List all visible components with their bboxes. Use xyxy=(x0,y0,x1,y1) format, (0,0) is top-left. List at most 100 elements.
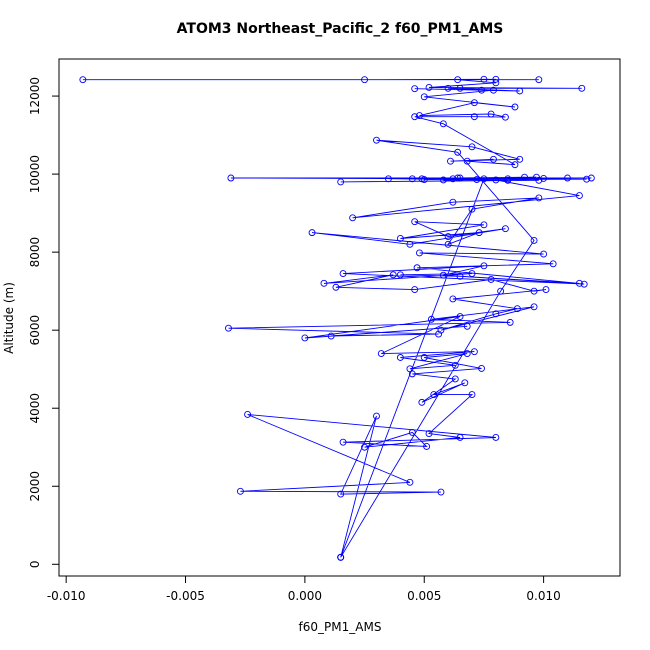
y-tick-label: 10000 xyxy=(28,155,42,193)
data-point xyxy=(580,280,588,288)
data-point xyxy=(542,286,550,294)
data-point xyxy=(373,136,380,144)
data-point xyxy=(389,271,397,279)
data-point xyxy=(427,315,435,323)
data-point xyxy=(406,478,414,486)
data-point xyxy=(377,350,385,358)
data-point xyxy=(408,370,416,378)
x-tick-label: -0.010 xyxy=(47,589,86,603)
data-point xyxy=(420,354,428,361)
data-point xyxy=(511,161,519,169)
data-point xyxy=(530,287,538,295)
y-tick-label: 2000 xyxy=(28,471,42,502)
data-point xyxy=(320,279,328,287)
data-point xyxy=(437,488,445,496)
data-point xyxy=(425,84,433,91)
data-point xyxy=(449,295,457,303)
data-point xyxy=(418,175,426,183)
data-point xyxy=(373,412,380,420)
data-point xyxy=(327,332,335,340)
y-axis: 0 2000 4000 6000 8000 10000 12000 xyxy=(28,77,60,568)
data-point xyxy=(396,271,404,279)
data-point xyxy=(461,379,469,387)
data-point xyxy=(444,233,452,240)
data-point xyxy=(492,176,500,184)
data-point xyxy=(535,76,543,84)
data-point xyxy=(244,411,252,418)
data-point xyxy=(463,350,471,358)
x-axis-label: f60_PM1_AMS xyxy=(299,620,382,634)
data-point xyxy=(408,428,416,436)
data-point xyxy=(454,148,462,156)
chart-title: ATOM3 Northeast_Pacific_2 f60_PM1_AMS xyxy=(177,21,504,37)
x-tick-label: 0.000 xyxy=(288,589,322,603)
data-point xyxy=(349,214,357,222)
data-point xyxy=(578,84,586,92)
data-point xyxy=(521,173,528,181)
data-point xyxy=(396,235,404,242)
data-point xyxy=(361,443,369,451)
data-point xyxy=(456,272,464,280)
data-point xyxy=(435,330,443,338)
data-point xyxy=(468,143,476,151)
data-point xyxy=(492,310,500,318)
data-point xyxy=(501,225,509,233)
x-tick-label: 0.005 xyxy=(407,589,441,603)
data-point xyxy=(454,76,462,84)
data-point xyxy=(425,430,433,438)
data-point xyxy=(513,305,521,313)
data-point xyxy=(301,334,309,342)
data-point xyxy=(530,303,538,311)
x-tick-label: 0.010 xyxy=(526,589,560,603)
data-point xyxy=(480,262,488,270)
data-point xyxy=(396,354,404,361)
data-point xyxy=(478,86,485,94)
data-point xyxy=(79,76,87,84)
data-point xyxy=(411,113,419,121)
data-point xyxy=(430,391,438,399)
data-point xyxy=(487,110,495,118)
x-tick-label: -0.005 xyxy=(166,589,205,603)
data-point xyxy=(497,287,505,295)
data-point xyxy=(492,79,500,87)
data-point xyxy=(337,490,345,498)
data-point xyxy=(451,361,459,369)
data-point xyxy=(516,87,524,95)
data-point xyxy=(420,93,428,101)
data-point xyxy=(406,240,414,248)
data-point xyxy=(564,174,571,182)
data-point xyxy=(490,155,497,163)
data-point xyxy=(416,249,423,257)
data-point xyxy=(308,229,316,237)
data-point xyxy=(437,326,445,334)
data-point xyxy=(337,178,345,186)
data-point xyxy=(418,398,426,406)
data-point xyxy=(575,192,583,200)
data-point xyxy=(480,221,488,229)
data-point xyxy=(463,322,471,330)
data-point xyxy=(444,240,452,248)
data-point xyxy=(506,318,514,326)
y-tick-label: 12000 xyxy=(28,77,42,115)
data-point xyxy=(227,174,235,182)
data-point xyxy=(444,84,452,92)
series-line xyxy=(82,78,592,558)
data-point xyxy=(532,173,540,181)
data-point xyxy=(575,279,583,287)
data-point xyxy=(411,218,419,226)
data-point xyxy=(225,324,232,332)
data-point xyxy=(540,250,548,258)
data-point xyxy=(490,86,497,94)
data-point xyxy=(439,176,447,184)
data-point xyxy=(449,175,457,183)
data-point xyxy=(487,276,495,283)
y-tick-label: 4000 xyxy=(28,393,42,424)
data-point xyxy=(470,113,478,121)
data-point xyxy=(480,175,488,183)
data-point xyxy=(411,85,419,93)
data-point xyxy=(413,264,421,272)
data-point xyxy=(501,113,509,121)
data-point xyxy=(468,205,476,213)
data-point xyxy=(339,270,347,278)
